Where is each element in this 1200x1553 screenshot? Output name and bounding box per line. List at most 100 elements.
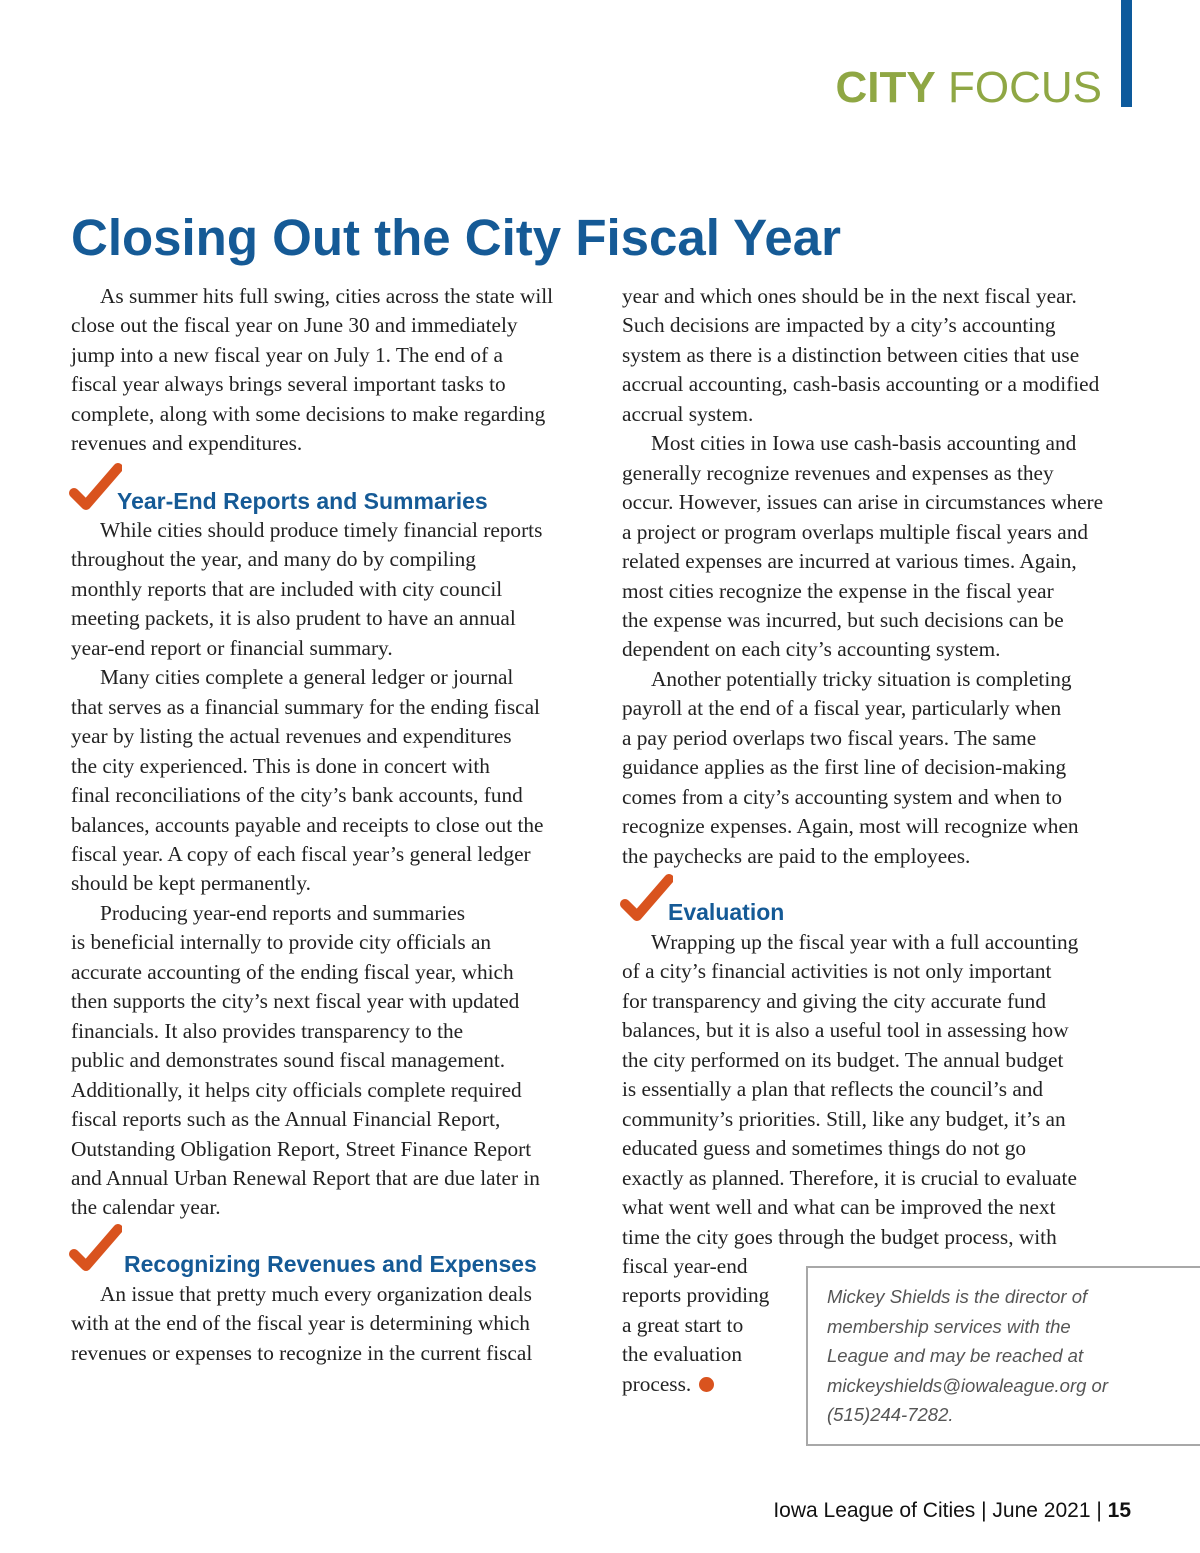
text-line-content: a pay period overlaps two fiscal years. … <box>622 725 1037 750</box>
text-line-content: a great start to <box>622 1312 744 1337</box>
text-line-content: meeting packets, it is also prudent to h… <box>71 606 516 631</box>
text-line-content: While cities should produce timely finan… <box>100 518 543 542</box>
text-line-content: year by listing the actual revenues and … <box>71 724 512 749</box>
text-line: accrual accounting, cash-basis accountin… <box>622 370 1103 399</box>
text-line-content: close out the fiscal year on June 30 and… <box>71 313 518 338</box>
text-line: final reconciliations of the city’s bank… <box>71 781 543 810</box>
text-line: educated guess and sometimes things do n… <box>622 1134 1078 1163</box>
end-of-article-dot-icon <box>699 1376 715 1392</box>
text-line-content: complete, along with some decisions to m… <box>71 401 546 426</box>
text-line-content: with at the end of the fiscal year is de… <box>71 1311 530 1336</box>
text-line-content: system as there is a distinction between… <box>622 342 1080 367</box>
text-line: Another potentially tricky situation is … <box>622 665 1103 694</box>
orange-checkmark-icon <box>69 1224 122 1271</box>
text-line-content: throughout the year, and many do by comp… <box>71 547 476 572</box>
text-line-content: Such decisions are impacted by a city’s … <box>622 313 1056 338</box>
orange-checkmark-icon <box>69 463 122 510</box>
text-line: accurate accounting of the ending fiscal… <box>71 958 543 987</box>
text-line-content: recognize expenses. Again, most will rec… <box>622 814 1079 839</box>
text-line-content: generally recognize revenues and expense… <box>622 460 1054 485</box>
text-line: As summer hits full swing, cities across… <box>71 282 553 311</box>
text-line-content: community’s priorities. Still, like any … <box>622 1106 1066 1131</box>
text-line: the expense was incurred, but such decis… <box>622 606 1103 635</box>
text-line: process. <box>622 1370 1078 1399</box>
text-line: the evaluation <box>622 1340 1078 1369</box>
text-line-content: most cities recognize the expense in the… <box>622 578 1054 603</box>
year-end-text: While cities should produce timely finan… <box>71 516 543 1223</box>
text-line-content: Producing year-end reports and summaries <box>100 900 466 925</box>
text-line-content: what went well and what can be improved … <box>622 1195 1056 1220</box>
text-line: While cities should produce timely finan… <box>71 516 543 545</box>
text-line-content: monthly reports that are included with c… <box>71 576 503 601</box>
text-line: and Annual Urban Renewal Report that are… <box>71 1164 543 1193</box>
bio-line: mickeyshields@iowaleague.org or <box>827 1374 1108 1396</box>
text-line: of a city’s financial activities is not … <box>622 957 1078 986</box>
author-bio-box: Mickey Shields is the director of member… <box>806 1266 1200 1446</box>
text-line-content: Wrapping up the fiscal year with a full … <box>651 930 1079 954</box>
text-line: meeting packets, it is also prudent to h… <box>71 604 543 633</box>
text-line-content: exactly as planned. Therefore, it is cru… <box>622 1165 1077 1190</box>
text-line-content: the city experienced. This is done in co… <box>71 753 490 778</box>
text-line: Wrapping up the fiscal year with a full … <box>622 928 1078 957</box>
text-line-content: the paychecks are paid to the employees. <box>622 843 971 868</box>
text-line: complete, along with some decisions to m… <box>71 400 553 429</box>
text-line-content: Outstanding Obligation Report, Street Fi… <box>71 1136 532 1161</box>
text-line: guidance applies as the first line of de… <box>622 753 1103 782</box>
text-line: the city performed on its budget. The an… <box>622 1046 1078 1075</box>
text-line-content: the expense was incurred, but such decis… <box>622 607 1064 632</box>
section-label: CITY FOCUS <box>836 62 1102 114</box>
text-line-content: jump into a new fiscal year on July 1. T… <box>71 342 503 367</box>
text-line-content: process. <box>622 1371 692 1396</box>
text-line: related expenses are incurred at various… <box>622 547 1103 576</box>
text-line-content: financials. It also provides transparenc… <box>71 1018 464 1043</box>
text-line: revenues or expenses to recognize in the… <box>71 1339 532 1368</box>
text-line: close out the fiscal year on June 30 and… <box>71 311 553 340</box>
text-line-content: public and demonstrates sound fiscal man… <box>71 1048 506 1073</box>
text-line-content: fiscal year always brings several import… <box>71 372 506 397</box>
text-line-content: educated guess and sometimes things do n… <box>622 1136 1026 1161</box>
text-line-content: reports providing <box>622 1283 770 1308</box>
text-line-content: Another potentially tricky situation is … <box>651 666 1072 691</box>
text-line-content: fiscal year-end <box>622 1253 748 1278</box>
text-line-content: final reconciliations of the city’s bank… <box>71 783 523 808</box>
text-line-content: for transparency and giving the city acc… <box>622 988 1046 1013</box>
text-line-content: balances, accounts payable and receipts … <box>71 812 544 837</box>
section-label-bold: CITY <box>835 63 936 112</box>
text-line: should be kept permanently. <box>71 869 543 898</box>
text-line: year-end report or financial summary. <box>71 634 543 663</box>
text-line: financials. It also provides transparenc… <box>71 1017 543 1046</box>
text-line-content: the city performed on its budget. The an… <box>622 1047 1064 1072</box>
publication-info: Iowa League of Cities | June 2021 | <box>773 1499 1108 1522</box>
text-line: revenues and expenditures. <box>71 429 553 458</box>
text-line-content: a project or program overlaps multiple f… <box>622 519 1088 544</box>
text-line-content: Many cities complete a general ledger or… <box>100 665 514 690</box>
text-line: throughout the year, and many do by comp… <box>71 545 543 574</box>
text-line-content: related expenses are incurred at various… <box>622 549 1077 574</box>
text-line: comes from a city’s accounting system an… <box>622 783 1103 812</box>
text-line: Such decisions are impacted by a city’s … <box>622 311 1103 340</box>
text-line-content: fiscal reports such as the Annual Financ… <box>71 1107 501 1132</box>
text-line: the paychecks are paid to the employees. <box>622 842 1103 871</box>
heading-year-end: Year-End Reports and Summaries <box>117 488 488 514</box>
intro-text: As summer hits full swing, cities across… <box>71 282 553 459</box>
text-line: a pay period overlaps two fiscal years. … <box>622 724 1103 753</box>
text-line: system as there is a distinction between… <box>622 341 1103 370</box>
page-title: Closing Out the City Fiscal Year <box>71 209 841 266</box>
text-line-content: dependent on each city’s accounting syst… <box>622 637 1001 662</box>
accent-bar <box>1121 0 1132 107</box>
text-line: dependent on each city’s accounting syst… <box>622 635 1103 664</box>
text-line: jump into a new fiscal year on July 1. T… <box>71 341 553 370</box>
text-line-content: revenues and expenditures. <box>71 431 303 456</box>
text-line: fiscal year. A copy of each fiscal year’… <box>71 840 543 869</box>
text-line: that serves as a financial summary for t… <box>71 693 543 722</box>
text-line-content: An issue that pretty much every organiza… <box>100 1282 532 1306</box>
text-line-content: of a city’s financial activities is not … <box>622 959 1052 984</box>
text-line: for transparency and giving the city acc… <box>622 987 1078 1016</box>
text-line-content: that serves as a financial summary for t… <box>71 694 540 719</box>
text-line-content: should be kept permanently. <box>71 871 311 896</box>
text-line-content: fiscal year. A copy of each fiscal year’… <box>71 841 531 866</box>
text-line-content: accrual accounting, cash-basis accountin… <box>622 372 1100 397</box>
text-line-content: As summer hits full swing, cities across… <box>100 284 554 308</box>
text-line: the calendar year. <box>71 1193 543 1222</box>
text-line: a great start to <box>622 1311 1078 1340</box>
